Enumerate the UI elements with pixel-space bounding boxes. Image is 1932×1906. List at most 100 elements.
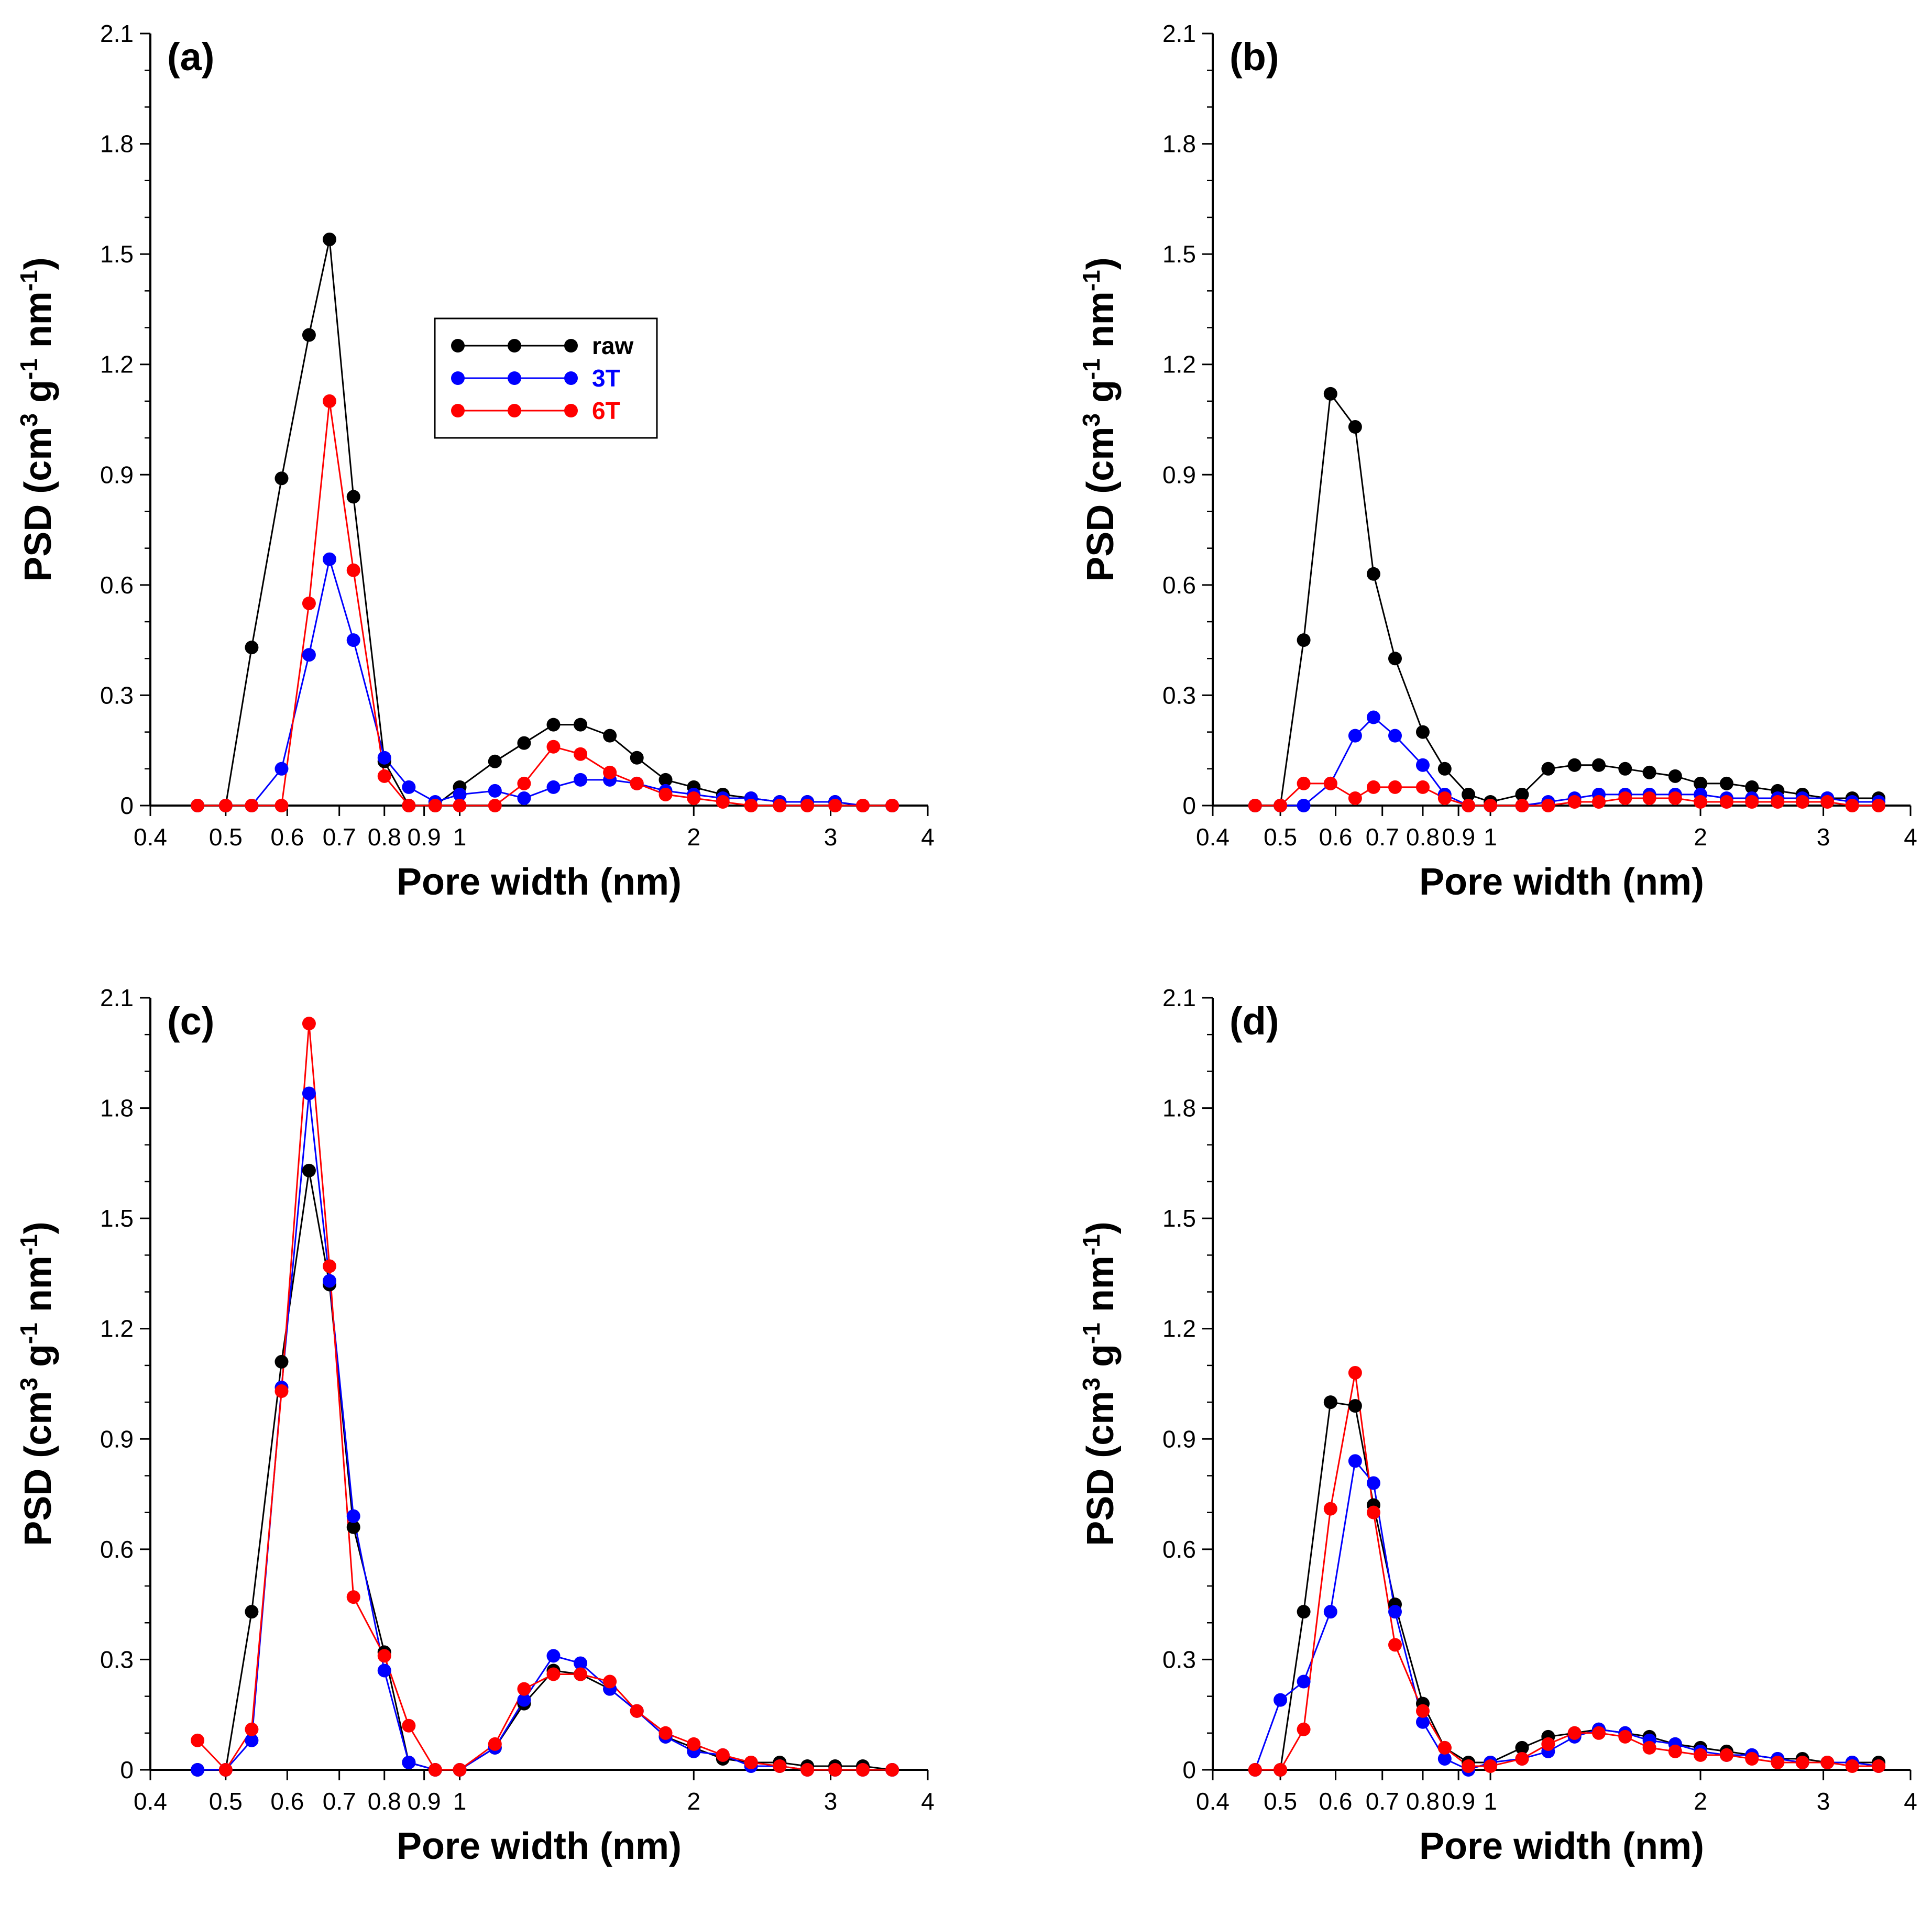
data-point-raw (1297, 1605, 1311, 1619)
data-point-6T (658, 787, 673, 801)
data-point-6T (800, 799, 815, 812)
y-axis-title-sup: -1 (15, 270, 42, 291)
data-point-6T (1323, 776, 1337, 790)
data-point-raw (1591, 758, 1606, 772)
data-point-6T (1872, 1759, 1886, 1773)
chart-panel-1: 00.30.60.91.21.51.82.10.4 0.5 0.6 0.7 0.8 0.9… (15, 20, 935, 903)
panel-label: (a) (167, 35, 214, 79)
data-point-6T (1297, 1722, 1311, 1736)
data-point-3T (546, 780, 561, 794)
x-tick-label: 2 (687, 823, 700, 851)
data-point-6T (1348, 1365, 1362, 1380)
y-tick-label: 1.8 (1162, 1095, 1196, 1122)
x-tick-label: 0.7 (1366, 1788, 1399, 1815)
x-tick-label: 0.8 (1406, 823, 1440, 851)
x-axis-title: Pore width (nm) (1419, 1825, 1704, 1867)
data-point-6T (402, 1718, 416, 1733)
x-tick-label: 3 (1817, 823, 1830, 851)
chart-panel-4: 00.30.60.91.21.51.82.10.4 0.5 0.6 0.7 0.8 0.9… (1078, 984, 1917, 1867)
legend-marker-raw (451, 339, 465, 352)
data-point-3T (517, 1693, 531, 1707)
data-point-6T (828, 1763, 842, 1777)
data-point-6T (1845, 799, 1859, 812)
data-point-3T (191, 1763, 205, 1777)
data-point-6T (574, 1667, 588, 1681)
y-tick-label: 1.2 (100, 1315, 134, 1342)
data-point-6T (402, 799, 416, 812)
legend-marker-raw (508, 339, 521, 352)
data-point-raw (346, 1520, 360, 1534)
data-point-raw (1719, 776, 1733, 790)
y-tick-label: 1.5 (1162, 1205, 1196, 1232)
legend-label-3T: 3T (592, 365, 620, 392)
data-point-6T (1845, 1759, 1859, 1773)
data-point-6T (428, 1763, 442, 1777)
y-axis-title-main: g (1080, 380, 1122, 413)
data-point-3T (245, 1733, 259, 1747)
data-point-raw (302, 328, 316, 342)
data-point-6T (218, 1763, 233, 1777)
data-point-6T (1415, 780, 1430, 794)
y-axis-title-main: PSD (cm (17, 427, 59, 582)
y-tick-label: 0.6 (1162, 571, 1196, 599)
y-tick-label: 0 (1182, 792, 1196, 819)
data-point-3T (1297, 799, 1311, 812)
data-point-raw (275, 1354, 289, 1369)
data-point-6T (1248, 799, 1262, 812)
y-tick-label: 0.6 (100, 571, 134, 599)
data-point-raw (275, 471, 289, 486)
y-axis-title-main: ) (1080, 257, 1122, 270)
data-point-3T (1388, 1605, 1402, 1619)
data-point-6T (346, 563, 360, 577)
x-tick-label: 0.5 (209, 1788, 243, 1815)
y-tick-label: 0.3 (100, 1646, 134, 1673)
y-tick-label: 0.9 (100, 1425, 134, 1452)
data-point-3T (1348, 1454, 1362, 1468)
y-tick-label: 0.9 (100, 461, 134, 488)
data-point-6T (603, 1674, 617, 1689)
data-point-raw (1462, 787, 1476, 801)
data-point-raw (574, 718, 588, 732)
y-axis-title-main: nm (1080, 291, 1122, 358)
data-point-raw (1323, 387, 1337, 401)
x-tick-label: 0.4 (134, 823, 167, 851)
legend: raw 3T 6T (434, 317, 658, 439)
data-point-6T (453, 1763, 467, 1777)
panels: 00.30.60.91.21.51.82.10.4 0.5 0.6 0.7 0.8 0.9… (15, 20, 1917, 1867)
data-point-6T (1642, 791, 1656, 805)
y-tick-label: 0.6 (100, 1536, 134, 1563)
y-tick-label: 1.5 (1162, 240, 1196, 268)
x-tick-label: 0.8 (1406, 1788, 1440, 1815)
data-point-6T (1795, 1755, 1809, 1769)
x-tick-label: 0.9 (408, 1788, 441, 1815)
x-tick-label: 4 (1904, 823, 1917, 851)
data-point-3T (322, 552, 336, 566)
data-point-6T (1795, 795, 1809, 809)
x-tick-label: 0.6 (270, 1788, 304, 1815)
y-tick-label: 0.3 (1162, 1646, 1196, 1673)
data-point-6T (245, 799, 259, 812)
data-point-6T (1694, 795, 1708, 809)
data-point-6T (275, 799, 289, 812)
data-point-3T (1348, 729, 1362, 743)
data-point-6T (856, 1763, 870, 1777)
data-point-6T (1388, 780, 1402, 794)
data-point-3T (1297, 1674, 1311, 1689)
data-point-6T (453, 799, 467, 812)
data-point-6T (1515, 1751, 1529, 1766)
data-point-6T (744, 1755, 758, 1769)
y-axis-title: PSD (cm3 g-1 nm-1) (15, 257, 59, 581)
data-point-6T (546, 740, 561, 754)
data-point-6T (1248, 1763, 1262, 1777)
data-point-6T (1591, 1726, 1606, 1740)
data-point-3T (377, 751, 391, 765)
data-point-6T (191, 1733, 205, 1747)
data-point-6T (1462, 799, 1476, 812)
data-point-6T (275, 1384, 289, 1398)
panel-label: (b) (1230, 35, 1279, 79)
data-point-3T (546, 1649, 561, 1663)
y-axis-title: PSD (cm3 g-1 nm-1) (1078, 257, 1122, 581)
data-point-6T (885, 799, 899, 812)
y-axis-title-sup: -1 (1078, 270, 1105, 291)
data-point-6T (546, 1667, 561, 1681)
